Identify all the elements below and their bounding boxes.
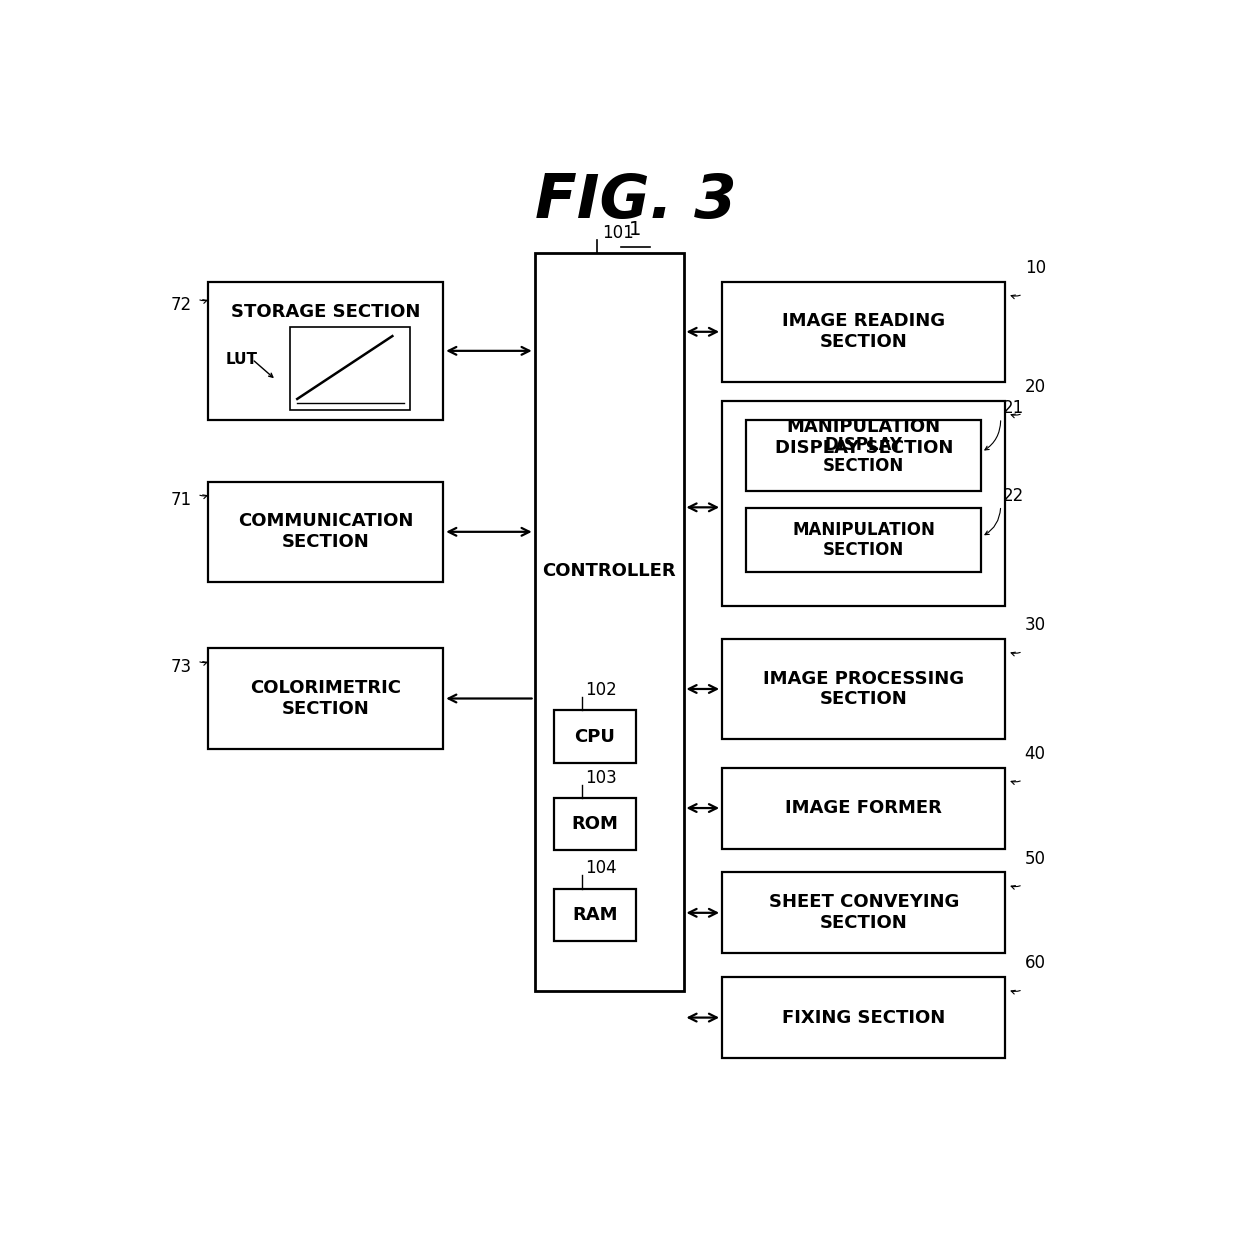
Bar bbox=[722, 977, 1006, 1058]
Text: IMAGE PROCESSING
SECTION: IMAGE PROCESSING SECTION bbox=[763, 669, 965, 709]
Text: 104: 104 bbox=[585, 858, 618, 877]
Text: STORAGE SECTION: STORAGE SECTION bbox=[231, 303, 420, 320]
Bar bbox=[554, 798, 636, 850]
Text: IMAGE READING
SECTION: IMAGE READING SECTION bbox=[782, 313, 945, 351]
Bar bbox=[208, 482, 444, 581]
Bar bbox=[722, 401, 1006, 606]
Text: 30: 30 bbox=[1024, 616, 1045, 635]
Text: 103: 103 bbox=[585, 768, 618, 787]
Text: 10: 10 bbox=[1024, 259, 1045, 277]
Text: FIXING SECTION: FIXING SECTION bbox=[782, 1008, 945, 1027]
Bar bbox=[534, 254, 683, 991]
Bar bbox=[746, 419, 982, 491]
Text: RAM: RAM bbox=[572, 905, 618, 924]
Text: 71: 71 bbox=[170, 491, 191, 510]
Bar bbox=[722, 640, 1006, 738]
Text: CONTROLLER: CONTROLLER bbox=[542, 562, 676, 580]
Bar bbox=[554, 710, 636, 763]
Text: 73: 73 bbox=[170, 658, 191, 677]
Text: 1: 1 bbox=[630, 220, 641, 239]
Text: COLORIMETRIC
SECTION: COLORIMETRIC SECTION bbox=[250, 679, 401, 717]
Text: 40: 40 bbox=[1024, 745, 1045, 763]
Bar bbox=[722, 872, 1006, 954]
Text: 50: 50 bbox=[1024, 850, 1045, 867]
Text: IMAGE FORMER: IMAGE FORMER bbox=[785, 799, 942, 818]
Bar bbox=[722, 282, 1006, 382]
Text: MANIPULATION
DISPLAY SECTION: MANIPULATION DISPLAY SECTION bbox=[775, 418, 952, 456]
Text: MANIPULATION
SECTION: MANIPULATION SECTION bbox=[792, 521, 935, 559]
Text: 60: 60 bbox=[1024, 954, 1045, 972]
Bar bbox=[290, 327, 409, 411]
Text: 22: 22 bbox=[1003, 486, 1024, 505]
Text: 21: 21 bbox=[1003, 400, 1024, 417]
Text: 101: 101 bbox=[601, 224, 634, 241]
Bar bbox=[554, 888, 636, 941]
Bar bbox=[208, 282, 444, 419]
Text: COMMUNICATION
SECTION: COMMUNICATION SECTION bbox=[238, 512, 413, 552]
Text: 72: 72 bbox=[170, 296, 191, 314]
Bar bbox=[722, 767, 1006, 849]
Text: 102: 102 bbox=[585, 682, 618, 699]
Bar bbox=[746, 507, 982, 573]
Text: SHEET CONVEYING
SECTION: SHEET CONVEYING SECTION bbox=[769, 893, 959, 933]
Bar bbox=[208, 648, 444, 748]
Text: CPU: CPU bbox=[574, 727, 615, 746]
Text: DISPLAY
SECTION: DISPLAY SECTION bbox=[823, 437, 904, 475]
Text: ROM: ROM bbox=[572, 815, 618, 834]
Text: 20: 20 bbox=[1024, 379, 1045, 396]
Text: FIG. 3: FIG. 3 bbox=[534, 172, 737, 231]
Text: LUT: LUT bbox=[226, 351, 257, 366]
